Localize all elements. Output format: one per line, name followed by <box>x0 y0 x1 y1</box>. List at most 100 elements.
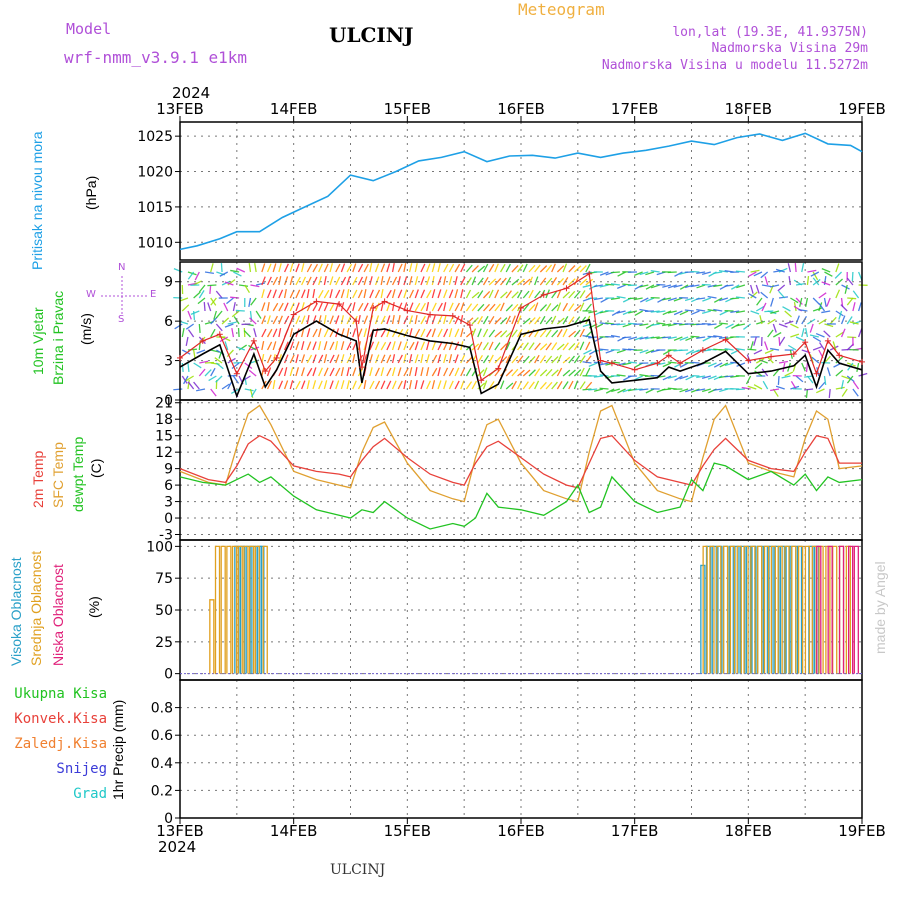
wind-vector <box>573 380 579 390</box>
wind-vector <box>753 384 763 390</box>
wind-vector <box>656 362 666 366</box>
wind-vector <box>261 263 266 273</box>
wind-vector <box>278 263 282 273</box>
wind-vector <box>312 276 318 286</box>
wind-vector <box>690 388 700 393</box>
wind-vector <box>701 271 711 276</box>
wind-vector <box>306 341 312 351</box>
wind-vector <box>824 271 833 277</box>
wind-vector <box>323 315 327 325</box>
wind-vector <box>701 349 711 352</box>
wind-vector <box>707 335 717 338</box>
wind-vector <box>374 341 380 351</box>
wind-vector <box>239 284 249 287</box>
x-tick-label-top: 19FEB <box>838 100 885 118</box>
wind-vector <box>846 375 854 384</box>
wind-vector <box>639 336 649 340</box>
wind-vector <box>679 336 689 341</box>
model-altitude-label: Nadmorska Visina u modelu 11.5272m <box>601 58 868 73</box>
wind-vector <box>414 341 419 351</box>
wind-vector <box>340 354 345 364</box>
wind-vector <box>174 323 183 330</box>
wind-vector <box>696 297 706 300</box>
wind-vector <box>173 388 183 391</box>
wind-vector <box>230 296 240 299</box>
wind-vector <box>841 348 851 351</box>
wind-vector <box>194 271 200 281</box>
wind-vector <box>346 380 350 390</box>
y-tick-label: 21 <box>155 396 173 412</box>
wind-vector <box>215 362 224 370</box>
wind-vector <box>374 380 381 390</box>
wind-vector <box>460 315 464 325</box>
wind-vector <box>494 330 503 338</box>
wind-vector <box>761 302 767 312</box>
wind-vector <box>380 302 384 312</box>
wind-vector <box>517 264 524 273</box>
wind-vector <box>801 315 808 325</box>
wind-vector <box>505 341 511 351</box>
wind-vector <box>724 375 734 378</box>
wind-vector <box>431 341 437 351</box>
cloud-bar <box>220 545 226 674</box>
wind-vector <box>718 322 728 325</box>
wind-vector <box>730 297 740 300</box>
wind-vector <box>673 284 683 288</box>
wind-vector <box>795 336 805 342</box>
wind-vector <box>261 289 265 299</box>
wind-vector <box>483 303 490 312</box>
wind-vector <box>448 276 453 286</box>
wind-vector <box>437 289 442 299</box>
wind-vector <box>232 302 236 312</box>
wind-vector <box>278 289 284 299</box>
wind-vector <box>685 349 695 356</box>
wind-vector <box>573 316 581 325</box>
wind-vector <box>335 289 341 299</box>
cloud-bar <box>743 545 749 674</box>
wind-vector <box>397 289 403 299</box>
wind-vector <box>329 276 334 286</box>
wind-vector <box>778 336 781 347</box>
wind-vector <box>767 329 774 338</box>
wind-vector <box>756 297 763 306</box>
wind-vector <box>482 355 490 364</box>
cloud-bar <box>838 545 845 674</box>
precip-legend-snow: Snijeg <box>56 761 107 777</box>
wind-vector <box>754 362 763 370</box>
wind-vector <box>494 368 501 377</box>
wind-vector <box>562 328 568 338</box>
wind-vector <box>448 380 454 390</box>
wind-vector <box>809 323 814 333</box>
wind-vector <box>628 310 638 314</box>
y-tick-label: 0 <box>164 393 173 409</box>
wind-vector <box>482 315 489 325</box>
wind-vector <box>431 354 438 364</box>
wind-vector <box>323 354 328 364</box>
wind-vector <box>824 323 834 328</box>
cloud-bar <box>853 545 859 674</box>
wind-vector <box>289 367 294 377</box>
wind-vector <box>397 354 403 364</box>
cloud-bar <box>763 545 770 674</box>
wind-vector <box>454 289 459 299</box>
wind-vector <box>539 265 548 273</box>
wind-vector <box>318 263 323 273</box>
wind-vector <box>357 289 363 299</box>
wind-vector <box>701 310 711 315</box>
wind-vector <box>209 284 212 295</box>
wind-vector <box>505 304 513 312</box>
wind-vector <box>219 336 229 343</box>
wind-vector <box>770 347 780 351</box>
wind-vector <box>750 269 760 273</box>
wind-vector <box>667 375 677 379</box>
wind-vector <box>179 297 189 302</box>
wind-vector <box>585 291 593 299</box>
cloud-bar <box>816 545 822 674</box>
cloud-bar <box>791 545 797 674</box>
wind-vector <box>409 302 414 312</box>
bottom-year-label: 2024 <box>158 838 197 856</box>
wind-vector <box>323 380 328 390</box>
wind-vector <box>840 380 845 390</box>
wind-vector <box>266 276 272 286</box>
wind-vector <box>701 375 711 379</box>
